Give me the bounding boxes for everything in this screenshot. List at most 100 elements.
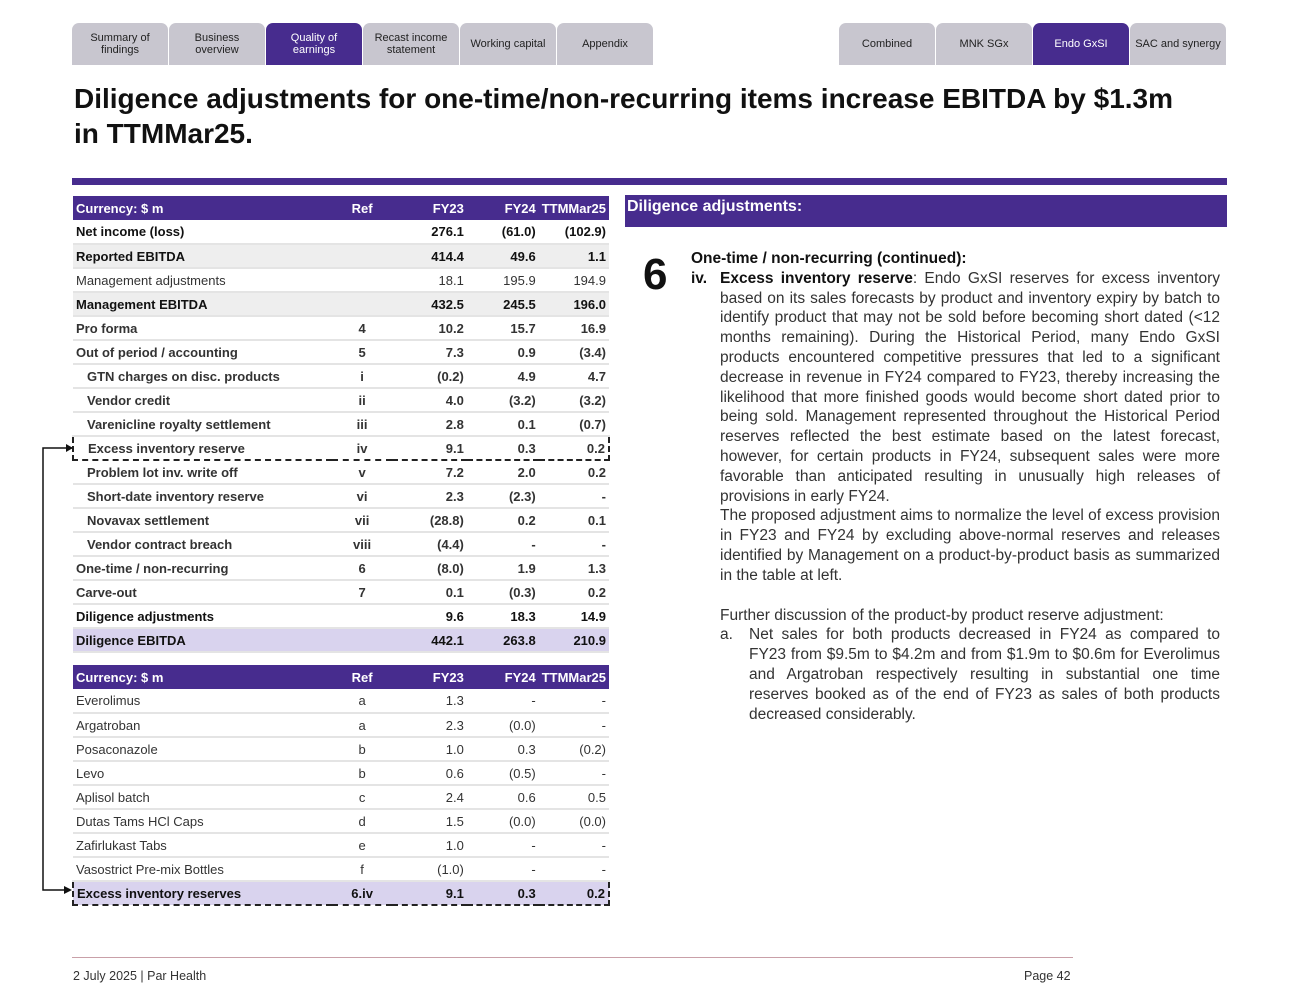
cell-fy24: (3.2) — [466, 388, 539, 413]
table-row: Short-date inventory reserve vi 2.3 (2.3) - — [73, 484, 609, 509]
cell-ttm: 194.9 — [538, 268, 609, 293]
cell-ttm: 0.1 — [538, 508, 609, 533]
table-row: Out of period / accounting 5 7.3 0.9 (3.4) — [73, 340, 609, 365]
cell-ttm: 0.2 — [538, 580, 609, 605]
cell-ttm: (0.7) — [538, 412, 609, 437]
table-header: Currency: $ m Ref FY23 FY24 TTMMar25 — [73, 196, 609, 220]
cell-ref: 6 — [332, 556, 393, 581]
cell-ref: viii — [332, 532, 393, 557]
tab-business-overview[interactable]: Business overview — [169, 23, 265, 65]
table-row: Reported EBITDA 414.4 49.6 1.1 — [73, 244, 609, 269]
cell-ref: e — [332, 833, 393, 858]
cell-fy24: (0.0) — [466, 713, 539, 738]
cell-ttm: - — [538, 713, 609, 738]
cell-label: Management EBITDA — [73, 292, 333, 317]
adjustments-table: Currency: $ m Ref FY23 FY24 TTMMar25 Net inco… — [71, 196, 611, 653]
cell-fy23: 432.5 — [392, 292, 467, 317]
cell-ref: f — [332, 857, 393, 882]
cell-fy24: 1.9 — [466, 556, 539, 581]
tab-mnk-sgx[interactable]: MNK SGx — [936, 23, 1032, 65]
cell-label: Carve-out — [73, 580, 333, 605]
cell-ref — [332, 244, 393, 269]
cell-ttm: 196.0 — [538, 292, 609, 317]
tab-working-capital[interactable]: Working capital — [460, 23, 556, 65]
column-header: FY24 — [466, 196, 539, 220]
cell-ref — [332, 604, 393, 629]
cell-fy24: 49.6 — [466, 244, 539, 269]
further-text: Further discussion of the product-by pro… — [720, 606, 1164, 624]
entity-tabs: Combined MNK SGx Endo GxSI SAC and synergy — [839, 23, 1226, 65]
panel-subtitle: One-time / non-recurring (continued): — [691, 250, 967, 267]
tab-appendix[interactable]: Appendix — [557, 23, 653, 65]
cell-label: One-time / non-recurring — [73, 556, 333, 581]
cell-label: Everolimus — [73, 689, 333, 714]
table-row: Pro forma 4 10.2 15.7 16.9 — [73, 316, 609, 341]
cell-ref: 4 — [332, 316, 393, 341]
column-header: FY23 — [392, 665, 467, 689]
cell-fy23: (4.4) — [392, 532, 467, 557]
cell-label: Diligence EBITDA — [73, 628, 333, 653]
cell-ref: c — [332, 785, 393, 810]
table-row: Management EBITDA 432.5 245.5 196.0 — [73, 292, 609, 317]
table-row: Dutas Tams HCl Caps d 1.5 (0.0) (0.0) — [73, 809, 609, 834]
cell-label: Varenicline royalty settlement — [73, 412, 333, 437]
cell-ref: i — [332, 364, 393, 389]
tab-endo-gxsi[interactable]: Endo GxSI — [1033, 23, 1129, 65]
cell-label: Management adjustments — [73, 268, 333, 293]
cell-ref — [332, 628, 393, 653]
cell-ttm: 0.2 — [538, 460, 609, 485]
cell-fy24: 18.3 — [466, 604, 539, 629]
table-row: Net income (loss) 276.1 (61.0) (102.9) — [73, 220, 609, 245]
cell-fy23: 414.4 — [392, 244, 467, 269]
cell-fy23: (1.0) — [392, 857, 467, 882]
cell-fy24: 245.5 — [466, 292, 539, 317]
tab-combined[interactable]: Combined — [839, 23, 935, 65]
cell-fy24: - — [466, 689, 539, 714]
cell-ref: iv — [332, 435, 393, 461]
tab-sac-and-synergy[interactable]: SAC and synergy — [1130, 23, 1226, 65]
column-header: FY24 — [466, 665, 539, 689]
cell-fy23: 1.0 — [392, 833, 467, 858]
cell-label: Reported EBITDA — [73, 244, 333, 269]
footer-date: 2 July 2025 | Par Health — [73, 969, 207, 983]
cell-fy23: (8.0) — [392, 556, 467, 581]
table-row: Levo b 0.6 (0.5) - — [73, 761, 609, 786]
tab-recast-income-statement[interactable]: Recast income statement — [363, 23, 459, 65]
table-row: Diligence adjustments 9.6 18.3 14.9 — [73, 604, 609, 629]
cell-ttm: 1.3 — [538, 556, 609, 581]
cell-label: GTN charges on disc. products — [73, 364, 333, 389]
cell-fy24: 195.9 — [466, 268, 539, 293]
cell-ref: b — [332, 761, 393, 786]
cell-fy23: 7.2 — [392, 460, 467, 485]
cell-ttm: - — [538, 833, 609, 858]
column-header: TTMMar25 — [538, 196, 609, 220]
cell-ref: vi — [332, 484, 393, 509]
cell-fy24: (0.5) — [466, 761, 539, 786]
cell-fy23: 18.1 — [392, 268, 467, 293]
cell-fy24: 2.0 — [466, 460, 539, 485]
cell-ref: a — [332, 689, 393, 714]
cell-fy24: - — [466, 857, 539, 882]
cell-ttm: 210.9 — [538, 628, 609, 653]
item-text: Excess inventory reserve: Endo GxSI rese… — [720, 269, 1220, 505]
table-row: Management adjustments 18.1 195.9 194.9 — [73, 268, 609, 293]
cell-fy24: 0.1 — [466, 412, 539, 437]
cell-fy23: 0.1 — [392, 580, 467, 605]
cell-ref: 7 — [332, 580, 393, 605]
cell-ref: d — [332, 809, 393, 834]
cell-label: Vasostrict Pre-mix Bottles — [73, 857, 333, 882]
cell-ref — [332, 268, 393, 293]
cell-fy23: 4.0 — [392, 388, 467, 413]
tab-quality-of-earnings[interactable]: Quality of earnings — [266, 23, 362, 65]
cell-ttm: 0.5 — [538, 785, 609, 810]
cell-label: Net income (loss) — [73, 220, 333, 245]
cell-fy23: 2.4 — [392, 785, 467, 810]
cell-fy23: 9.6 — [392, 604, 467, 629]
cell-ref: b — [332, 737, 393, 762]
table-row: Excess inventory reserves 6.iv 9.1 0.3 0.2 — [71, 880, 611, 906]
tab-summary-of-findings[interactable]: Summary of findings — [72, 23, 168, 65]
table-header: Currency: $ m Ref FY23 FY24 TTMMar25 — [73, 665, 609, 689]
list-item: iv. Excess inventory reserve: Endo GxSI … — [691, 269, 1220, 586]
cell-ttm: 0.2 — [538, 435, 611, 461]
cell-ref: ii — [332, 388, 393, 413]
